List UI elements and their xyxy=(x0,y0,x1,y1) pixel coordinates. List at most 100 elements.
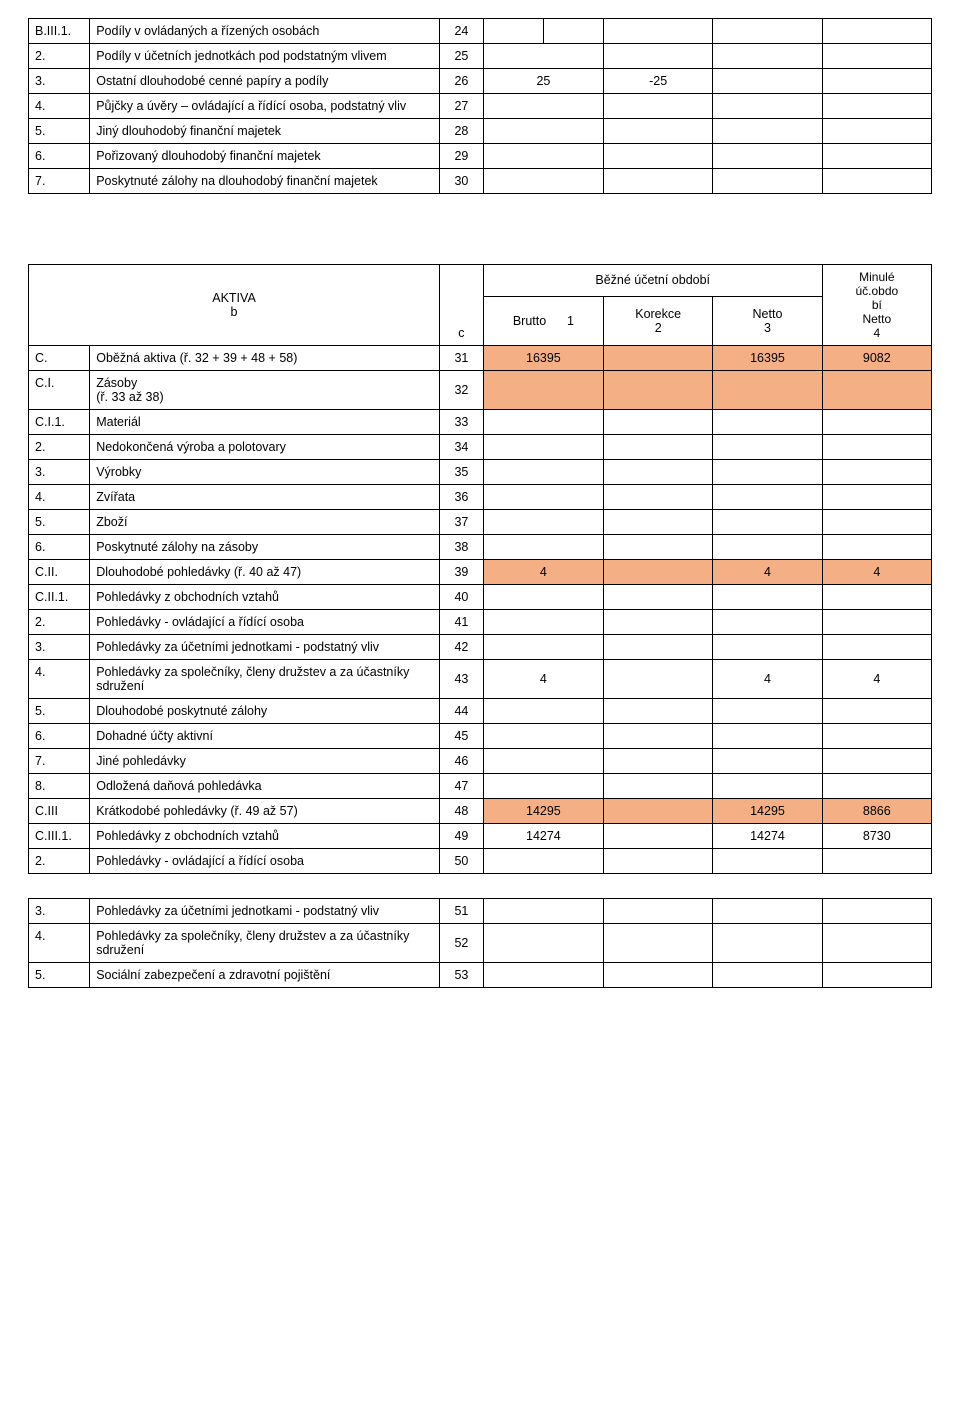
table-row: C.II.Dlouhodobé pohledávky (ř. 40 až 47)… xyxy=(29,560,932,585)
row-code: 4. xyxy=(29,924,90,963)
cell-korekce xyxy=(604,94,713,119)
cell-brutto xyxy=(483,899,603,924)
table-row: 3.Výrobky35 xyxy=(29,460,932,485)
table-row: 2.Pohledávky - ovládající a řídící osoba… xyxy=(29,849,932,874)
row-line: 46 xyxy=(440,749,484,774)
cell-korekce xyxy=(604,460,713,485)
table-row: 2.Pohledávky - ovládající a řídící osoba… xyxy=(29,610,932,635)
row-code: 2. xyxy=(29,610,90,635)
cell-minule xyxy=(822,144,931,169)
row-code: C.I. xyxy=(29,371,90,410)
header-row-1: AKTIVA b c Běžné účetní období Minulé úč… xyxy=(29,265,932,297)
header-minule-l1: Minulé xyxy=(859,270,894,284)
row-code: 7. xyxy=(29,749,90,774)
cell-korekce xyxy=(604,346,713,371)
row-code: 2. xyxy=(29,849,90,874)
cell-netto xyxy=(713,849,822,874)
table-row: 3.Pohledávky za účetními jednotkami - po… xyxy=(29,899,932,924)
cell-korekce xyxy=(604,371,713,410)
cell-brutto xyxy=(483,144,603,169)
row-name: Výrobky xyxy=(90,460,440,485)
cell-korekce xyxy=(604,824,713,849)
cell-korekce xyxy=(604,485,713,510)
table-row: 6.Dohadné účty aktivní45 xyxy=(29,724,932,749)
row-name: Pořizovaný dlouhodobý finanční majetek xyxy=(90,144,440,169)
cell-minule xyxy=(822,749,931,774)
table-row: 5.Sociální zabezpečení a zdravotní pojiš… xyxy=(29,963,932,988)
header-minule-l5: 4 xyxy=(873,326,880,340)
cell-brutto xyxy=(483,510,603,535)
cell-korekce xyxy=(604,119,713,144)
cell-korekce xyxy=(604,144,713,169)
header-c: c xyxy=(440,265,484,346)
blank-row xyxy=(29,874,932,899)
row-code: 5. xyxy=(29,510,90,535)
row-code: C.III.1. xyxy=(29,824,90,849)
table-row: 6.Pořizovaný dlouhodobý finanční majetek… xyxy=(29,144,932,169)
header-aktiva: AKTIVA b xyxy=(29,265,440,346)
row-name: Jiné pohledávky xyxy=(90,749,440,774)
row-name: Pohledávky za společníky, členy družstev… xyxy=(90,660,440,699)
row-code: 6. xyxy=(29,144,90,169)
row-line: 40 xyxy=(440,585,484,610)
row-name: Zboží xyxy=(90,510,440,535)
table-row: 3.Ostatní dlouhodobé cenné papíry a podí… xyxy=(29,69,932,94)
header-netto: Netto3 xyxy=(713,296,822,345)
table-row: 5.Jiný dlouhodobý finanční majetek28 xyxy=(29,119,932,144)
cell-brutto-b xyxy=(543,19,603,44)
row-line: 34 xyxy=(440,435,484,460)
row-name: Poskytnuté zálohy na zásoby xyxy=(90,535,440,560)
cell-brutto xyxy=(483,460,603,485)
table-row: C.III.1.Pohledávky z obchodních vztahů49… xyxy=(29,824,932,849)
cell-minule xyxy=(822,94,931,119)
cell-minule xyxy=(822,19,931,44)
row-code: 4. xyxy=(29,94,90,119)
cell-korekce xyxy=(604,560,713,585)
cell-korekce xyxy=(604,410,713,435)
cell-korekce: -25 xyxy=(604,69,713,94)
cell-netto xyxy=(713,435,822,460)
header-brutto-num: 1 xyxy=(567,314,574,328)
cell-netto xyxy=(713,749,822,774)
cell-netto xyxy=(713,724,822,749)
cell-netto xyxy=(713,119,822,144)
row-line: 44 xyxy=(440,699,484,724)
cell-brutto: 14274 xyxy=(483,824,603,849)
row-line: 32 xyxy=(440,371,484,410)
row-line: 52 xyxy=(440,924,484,963)
cell-brutto: 16395 xyxy=(483,346,603,371)
table-row: 2.Podíly v účetních jednotkách pod podst… xyxy=(29,44,932,69)
cell-minule xyxy=(822,44,931,69)
header-netto-label: Netto xyxy=(753,307,783,321)
cell-minule: 4 xyxy=(822,560,931,585)
cell-netto: 4 xyxy=(713,560,822,585)
row-name: Krátkodobé pohledávky (ř. 49 až 57) xyxy=(90,799,440,824)
cell-korekce xyxy=(604,435,713,460)
row-line: 30 xyxy=(440,169,484,194)
cell-korekce xyxy=(604,510,713,535)
cell-netto xyxy=(713,69,822,94)
cell-netto xyxy=(713,635,822,660)
row-code: 3. xyxy=(29,635,90,660)
row-line: 53 xyxy=(440,963,484,988)
page: B.III.1.Podíly v ovládaných a řízených o… xyxy=(0,0,960,1028)
row-line: 25 xyxy=(440,44,484,69)
row-name: Pohledávky za společníky, členy družstev… xyxy=(90,924,440,963)
cell-netto xyxy=(713,144,822,169)
row-line: 47 xyxy=(440,774,484,799)
cell-netto xyxy=(713,585,822,610)
cell-minule xyxy=(822,119,931,144)
top-table: B.III.1.Podíly v ovládaných a řízených o… xyxy=(28,18,932,194)
cell-minule xyxy=(822,774,931,799)
cell-brutto-a xyxy=(483,19,543,44)
row-code: 5. xyxy=(29,963,90,988)
cell-minule: 4 xyxy=(822,660,931,699)
row-name: Podíly v ovládaných a řízených osobách xyxy=(90,19,440,44)
row-code: B.III.1. xyxy=(29,19,90,44)
cell-netto: 16395 xyxy=(713,346,822,371)
cell-netto: 14295 xyxy=(713,799,822,824)
table-row: 2.Nedokončená výroba a polotovary34 xyxy=(29,435,932,460)
cell-netto: 4 xyxy=(713,660,822,699)
table-row: 4.Pohledávky za společníky, členy družst… xyxy=(29,660,932,699)
table-row: C.IIIKrátkodobé pohledávky (ř. 49 až 57)… xyxy=(29,799,932,824)
